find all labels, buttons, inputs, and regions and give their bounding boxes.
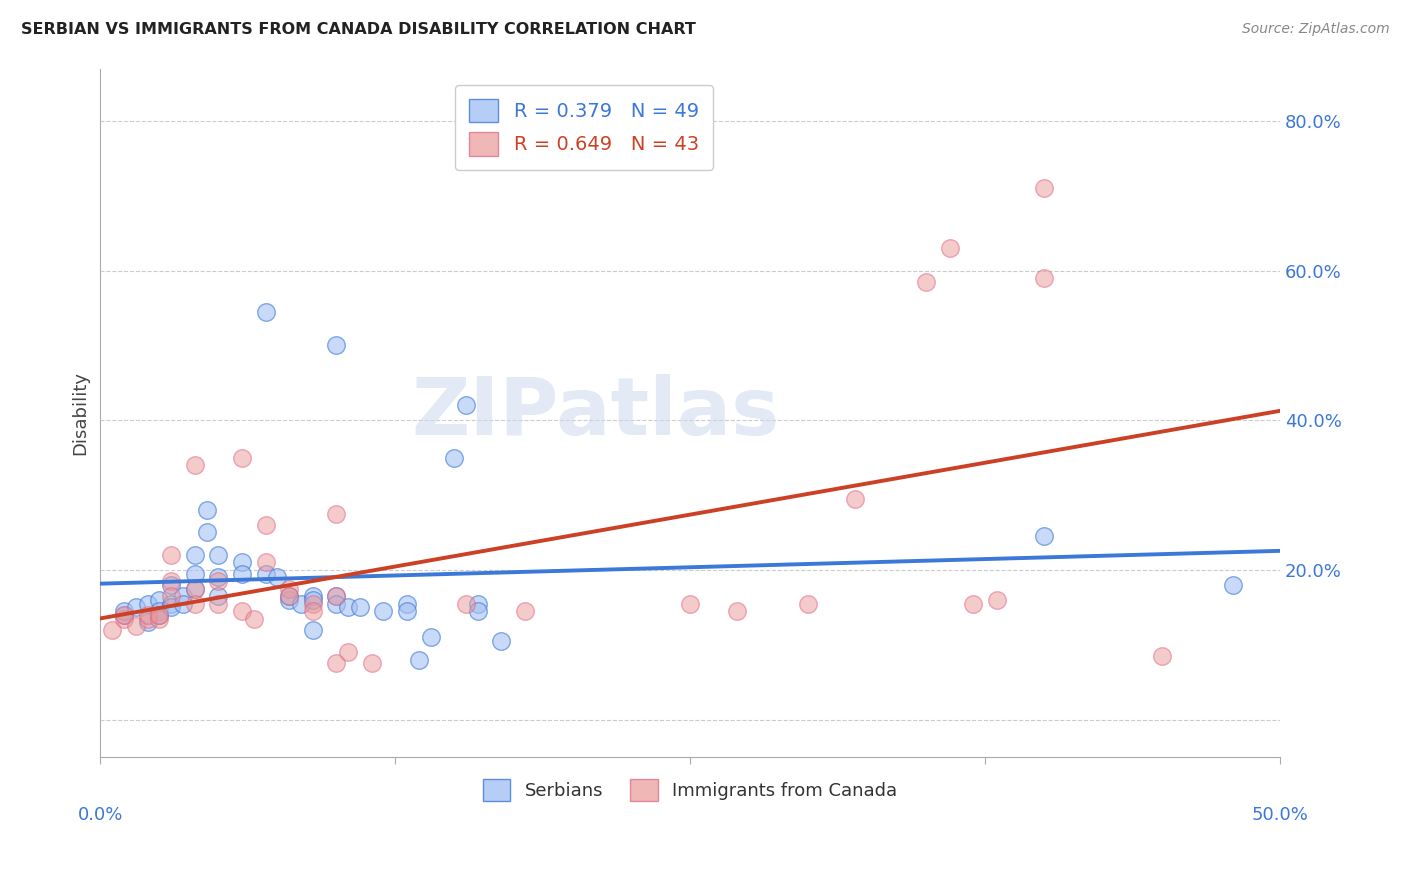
Point: [915, 275, 938, 289]
Point: [242, 611, 264, 625]
Point: [231, 450, 253, 465]
Point: [183, 548, 205, 562]
Point: [195, 503, 218, 517]
Point: [101, 623, 124, 637]
Point: [172, 589, 194, 603]
Point: [419, 630, 441, 644]
Point: [231, 566, 253, 581]
Text: 50.0%: 50.0%: [1251, 805, 1309, 823]
Point: [254, 555, 277, 569]
Point: [136, 615, 159, 630]
Point: [408, 653, 430, 667]
Point: [325, 338, 347, 352]
Point: [454, 398, 477, 412]
Point: [172, 597, 194, 611]
Y-axis label: Disability: Disability: [72, 371, 89, 455]
Point: [301, 592, 323, 607]
Point: [160, 574, 183, 588]
Point: [301, 589, 323, 603]
Point: [301, 597, 323, 611]
Legend: Serbians, Immigrants from Canada: Serbians, Immigrants from Canada: [474, 770, 905, 810]
Point: [337, 600, 360, 615]
Point: [254, 304, 277, 318]
Point: [136, 597, 159, 611]
Point: [278, 582, 301, 596]
Point: [207, 597, 229, 611]
Point: [301, 604, 323, 618]
Point: [207, 574, 229, 588]
Point: [491, 634, 513, 648]
Point: [183, 566, 205, 581]
Point: [125, 619, 148, 633]
Point: [290, 597, 312, 611]
Point: [136, 607, 159, 622]
Point: [325, 597, 347, 611]
Point: [148, 607, 170, 622]
Point: [160, 548, 183, 562]
Point: [278, 592, 301, 607]
Point: [962, 597, 984, 611]
Point: [513, 604, 536, 618]
Point: [337, 645, 360, 659]
Point: [136, 611, 159, 625]
Point: [1152, 648, 1174, 663]
Point: [443, 450, 465, 465]
Point: [467, 597, 489, 611]
Point: [467, 604, 489, 618]
Point: [454, 597, 477, 611]
Point: [938, 241, 960, 255]
Point: [1033, 271, 1056, 285]
Point: [160, 600, 183, 615]
Text: ZIPatlas: ZIPatlas: [412, 374, 780, 451]
Point: [183, 597, 205, 611]
Point: [301, 623, 323, 637]
Point: [125, 600, 148, 615]
Point: [254, 566, 277, 581]
Point: [183, 582, 205, 596]
Point: [112, 607, 135, 622]
Point: [396, 604, 419, 618]
Point: [183, 582, 205, 596]
Point: [325, 657, 347, 671]
Point: [325, 507, 347, 521]
Text: 0.0%: 0.0%: [77, 805, 124, 823]
Point: [207, 570, 229, 584]
Point: [148, 592, 170, 607]
Point: [278, 589, 301, 603]
Point: [148, 607, 170, 622]
Point: [207, 548, 229, 562]
Point: [266, 570, 288, 584]
Point: [1222, 578, 1244, 592]
Point: [148, 611, 170, 625]
Point: [160, 578, 183, 592]
Point: [112, 611, 135, 625]
Point: [160, 589, 183, 603]
Point: [797, 597, 820, 611]
Text: SERBIAN VS IMMIGRANTS FROM CANADA DISABILITY CORRELATION CHART: SERBIAN VS IMMIGRANTS FROM CANADA DISABI…: [21, 22, 696, 37]
Point: [396, 597, 419, 611]
Point: [325, 589, 347, 603]
Point: [278, 589, 301, 603]
Point: [360, 657, 382, 671]
Point: [325, 589, 347, 603]
Point: [1033, 529, 1056, 543]
Point: [844, 491, 866, 506]
Point: [183, 458, 205, 472]
Point: [1033, 181, 1056, 195]
Point: [231, 555, 253, 569]
Point: [349, 600, 371, 615]
Point: [725, 604, 748, 618]
Point: [986, 592, 1008, 607]
Point: [195, 525, 218, 540]
Point: [679, 597, 702, 611]
Text: Source: ZipAtlas.com: Source: ZipAtlas.com: [1241, 22, 1389, 37]
Point: [148, 604, 170, 618]
Point: [254, 518, 277, 533]
Point: [112, 604, 135, 618]
Point: [373, 604, 395, 618]
Point: [231, 604, 253, 618]
Point: [207, 589, 229, 603]
Point: [160, 597, 183, 611]
Point: [112, 607, 135, 622]
